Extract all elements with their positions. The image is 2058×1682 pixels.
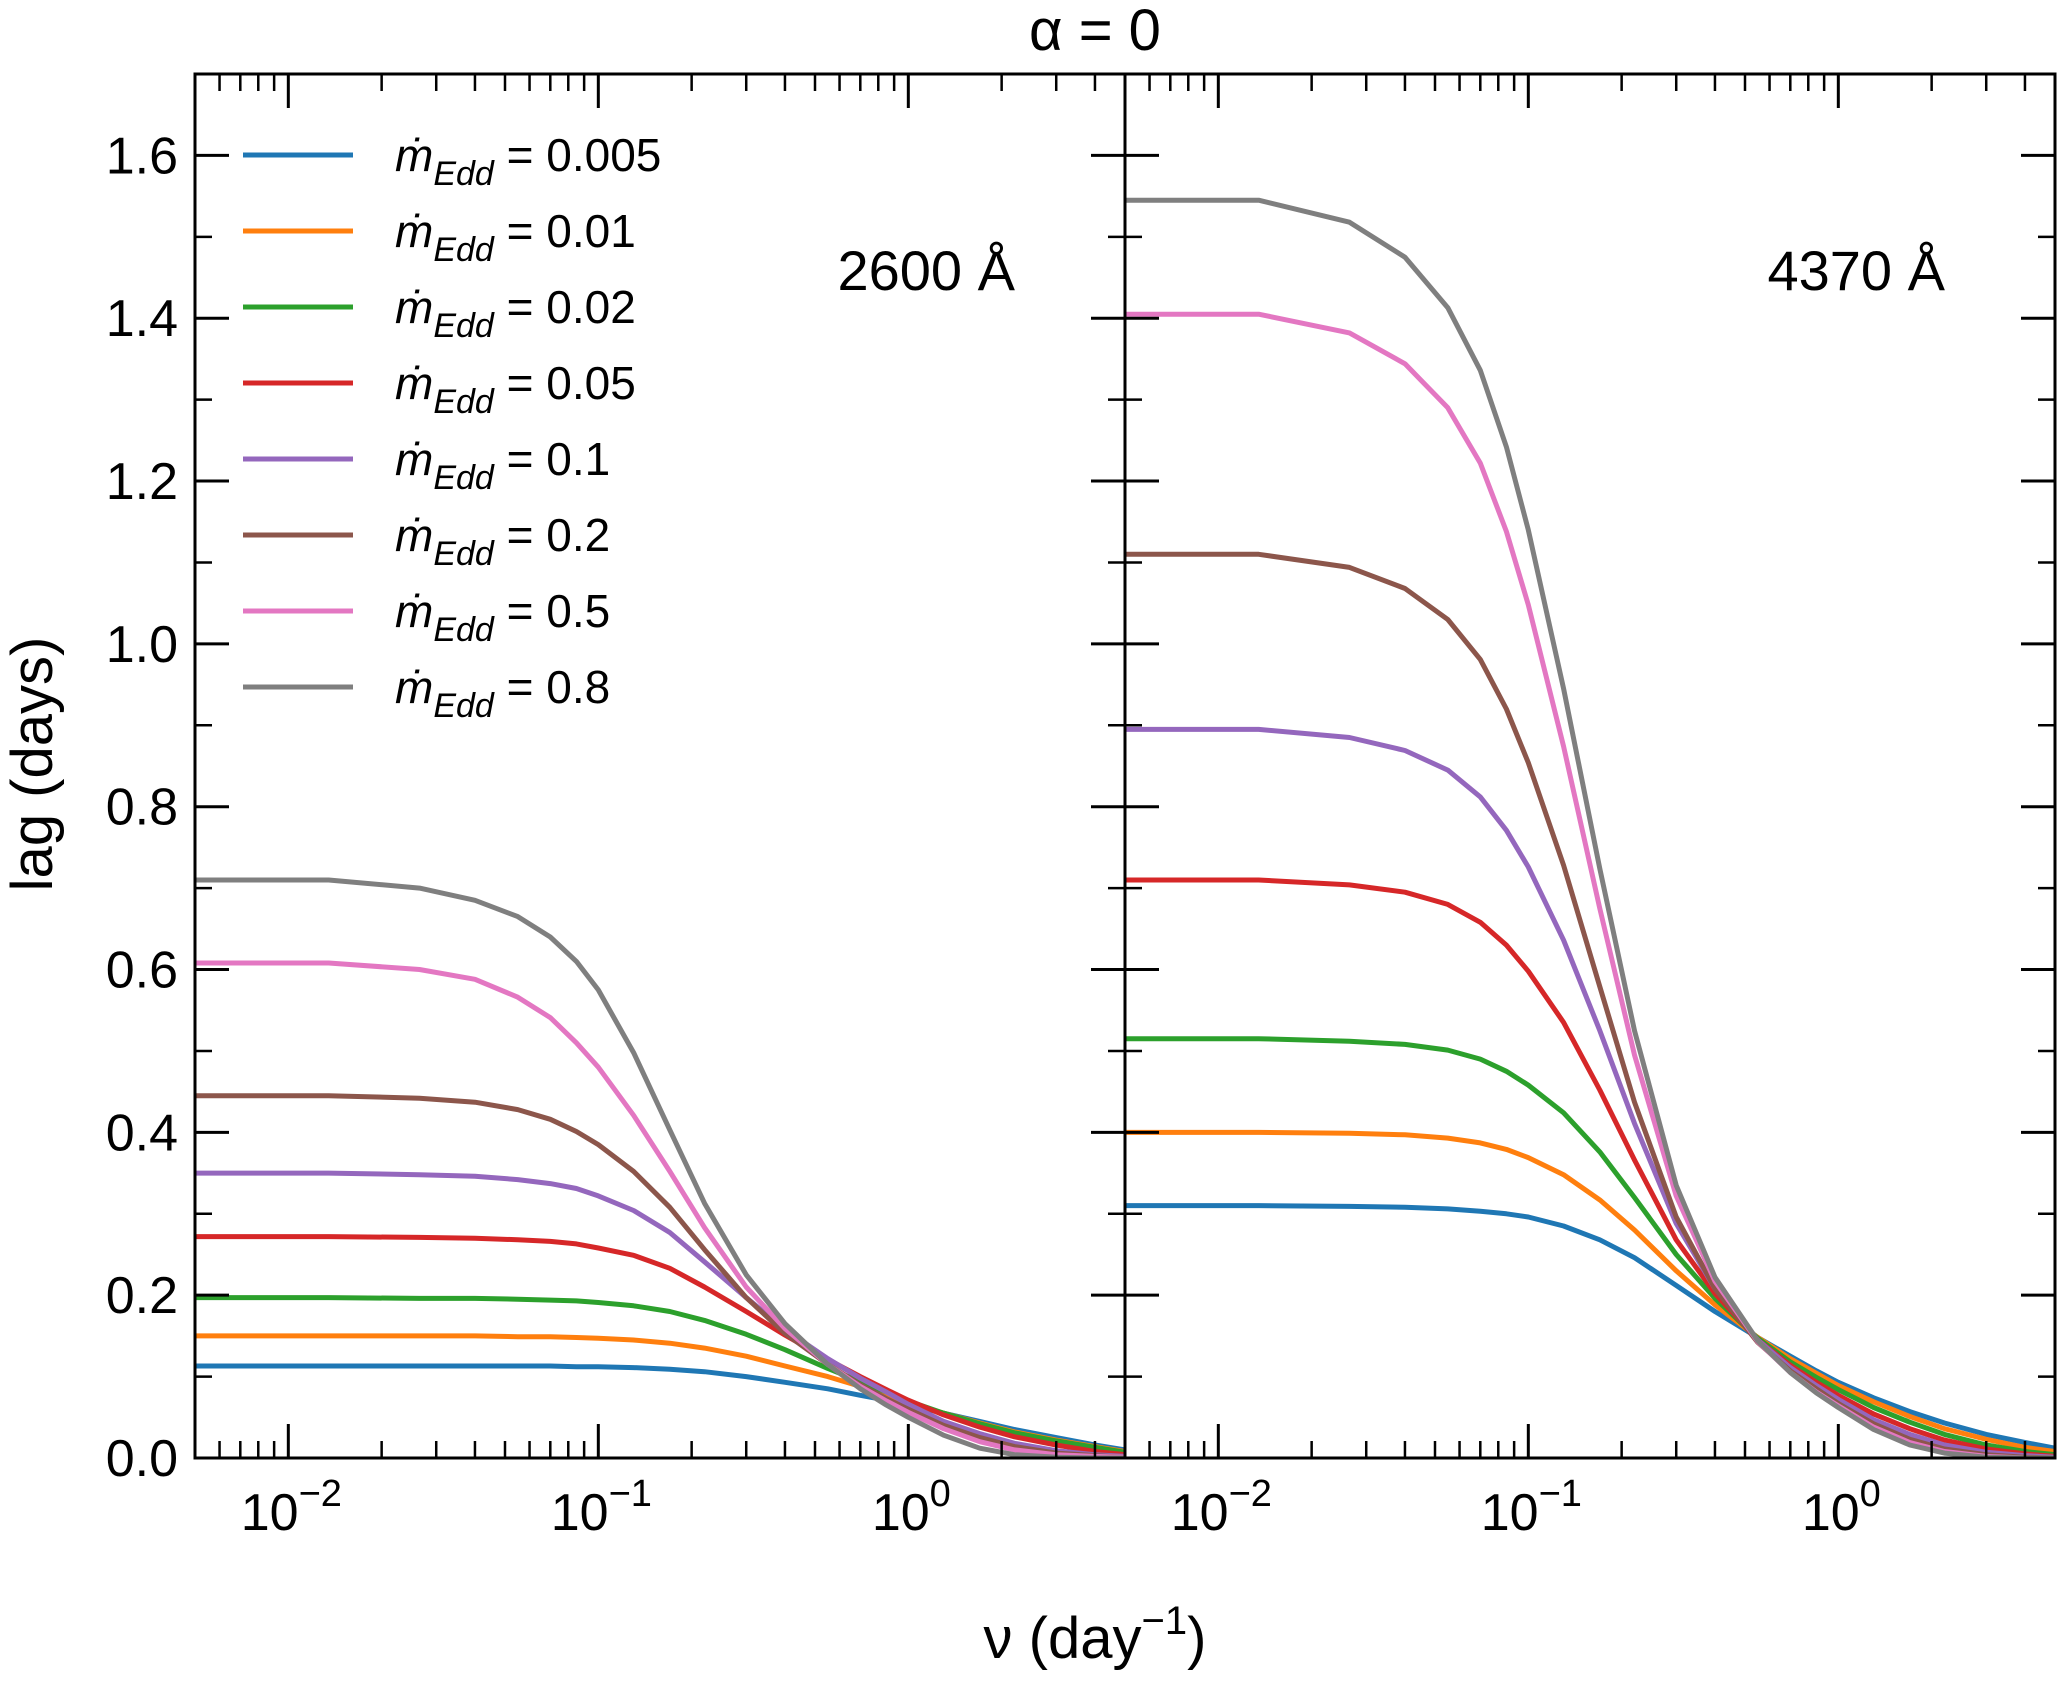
legend-entry-0.5: ṁEdd = 0.5 — [395, 585, 610, 649]
legend-entry-0.05: ṁEdd = 0.05 — [395, 357, 636, 421]
legend-symbol: ṁ — [395, 357, 433, 409]
legend-subscript: Edd — [433, 535, 495, 573]
legend-subscript: Edd — [433, 231, 495, 269]
axes-frame — [1123, 72, 2057, 1460]
x-tick-label: 10−1 — [551, 1473, 652, 1542]
legend-symbol: ṁ — [395, 129, 433, 181]
legend-entry-0.2: ṁEdd = 0.2 — [395, 509, 610, 573]
legend-entry-0.005: ṁEdd = 0.005 — [395, 129, 661, 193]
y-tick-label: 1.2 — [106, 453, 178, 511]
series-line-0.005 — [1125, 1203, 2055, 1451]
legend-symbol: ṁ — [395, 509, 433, 561]
legend-symbol: ṁ — [395, 661, 433, 713]
legend-symbol: ṁ — [395, 281, 433, 333]
x-axis-label-exp: −1 — [1142, 1599, 1188, 1643]
series-line-0.5 — [195, 960, 1125, 1458]
series-line-0.2 — [1125, 551, 2055, 1458]
y-tick-label: 0.2 — [106, 1267, 178, 1325]
y-tick-label: 0.0 — [106, 1430, 178, 1488]
series-line-0.02 — [1125, 1036, 2055, 1458]
x-tick-base: 10 — [872, 1484, 930, 1542]
panel-label: 4370 Å — [1768, 239, 1946, 302]
x-tick-base: 10 — [1171, 1484, 1229, 1542]
legend-value: = 0.05 — [494, 357, 636, 409]
panel-label: 2600 Å — [838, 239, 1016, 302]
y-tick-label: 0.4 — [106, 1104, 178, 1162]
x-tick-exp: −2 — [299, 1473, 342, 1515]
legend-subscript: Edd — [433, 383, 495, 421]
series-group — [195, 877, 1125, 1458]
chart-title: α = 0 — [1029, 0, 1161, 63]
y-tick-labels: 0.0 0.2 0.4 0.6 0.8 1.0 1.2 1.4 1.6 — [106, 127, 178, 1488]
legend-value: = 0.02 — [494, 281, 636, 333]
x-tick-base: 10 — [1481, 1484, 1539, 1542]
legend-value: = 0.005 — [494, 129, 662, 181]
legend-subscript: Edd — [433, 611, 495, 649]
x-tick-exp: 0 — [1860, 1473, 1881, 1515]
legend-value: = 0.01 — [494, 205, 636, 257]
legend-entry-0.8: ṁEdd = 0.8 — [395, 661, 610, 725]
y-tick-label: 1.4 — [106, 290, 178, 348]
series-line-0.8 — [1125, 197, 2055, 1458]
x-tick-label: 100 — [1802, 1473, 1881, 1542]
y-tick-label: 1.0 — [106, 616, 178, 674]
x-tick-exp: −2 — [1229, 1473, 1272, 1515]
legend-value: = 0.8 — [494, 661, 610, 713]
x-tick-exp: 0 — [930, 1473, 951, 1515]
series-group — [1125, 197, 2055, 1458]
legend-entry-0.01: ṁEdd = 0.01 — [395, 205, 636, 269]
x-tick-label: 10−2 — [241, 1473, 342, 1542]
x-tick-base: 10 — [241, 1484, 299, 1542]
x-tick-exp: −1 — [609, 1473, 652, 1515]
y-tick-label: 0.8 — [106, 779, 178, 837]
legend-value: = 0.1 — [494, 433, 610, 485]
x-tick-label: 10−2 — [1171, 1473, 1272, 1542]
legend-symbol: ṁ — [395, 585, 433, 637]
x-axis-label-close: ) — [1187, 1606, 1206, 1671]
x-tick-base: 10 — [1802, 1484, 1860, 1542]
legend-symbol: ṁ — [395, 205, 433, 257]
series-line-0.8 — [195, 877, 1125, 1458]
x-axis-label-main: ν (day — [984, 1606, 1142, 1671]
x-tick-base: 10 — [551, 1484, 609, 1542]
series-line-0.1 — [1125, 726, 2055, 1458]
series-line-0.2 — [195, 1093, 1125, 1458]
legend-subscript: Edd — [433, 155, 495, 193]
x-tick-label: 100 — [872, 1473, 951, 1542]
y-tick-label: 0.6 — [106, 942, 178, 1000]
y-tick-label: 1.6 — [106, 127, 178, 185]
legend-value: = 0.2 — [494, 509, 610, 561]
legend-entry-0.02: ṁEdd = 0.02 — [395, 281, 636, 345]
series-line-0.05 — [1125, 877, 2055, 1458]
legend-symbol: ṁ — [395, 433, 433, 485]
series-line-0.05 — [195, 1234, 1125, 1458]
series-line-0.01 — [1125, 1129, 2055, 1454]
legend-subscript: Edd — [433, 687, 495, 725]
legend-subscript: Edd — [433, 459, 495, 497]
legend-subscript: Edd — [433, 307, 495, 345]
x-tick-exp: −1 — [1539, 1473, 1582, 1515]
legend-entry-0.1: ṁEdd = 0.1 — [395, 433, 610, 497]
x-axis-label: ν (day−1) — [984, 1599, 1207, 1671]
x-tick-label: 10−1 — [1481, 1473, 1582, 1542]
y-axis-label: lag (days) — [0, 637, 65, 892]
legend-value: = 0.5 — [494, 585, 610, 637]
series-line-0.02 — [195, 1295, 1125, 1455]
